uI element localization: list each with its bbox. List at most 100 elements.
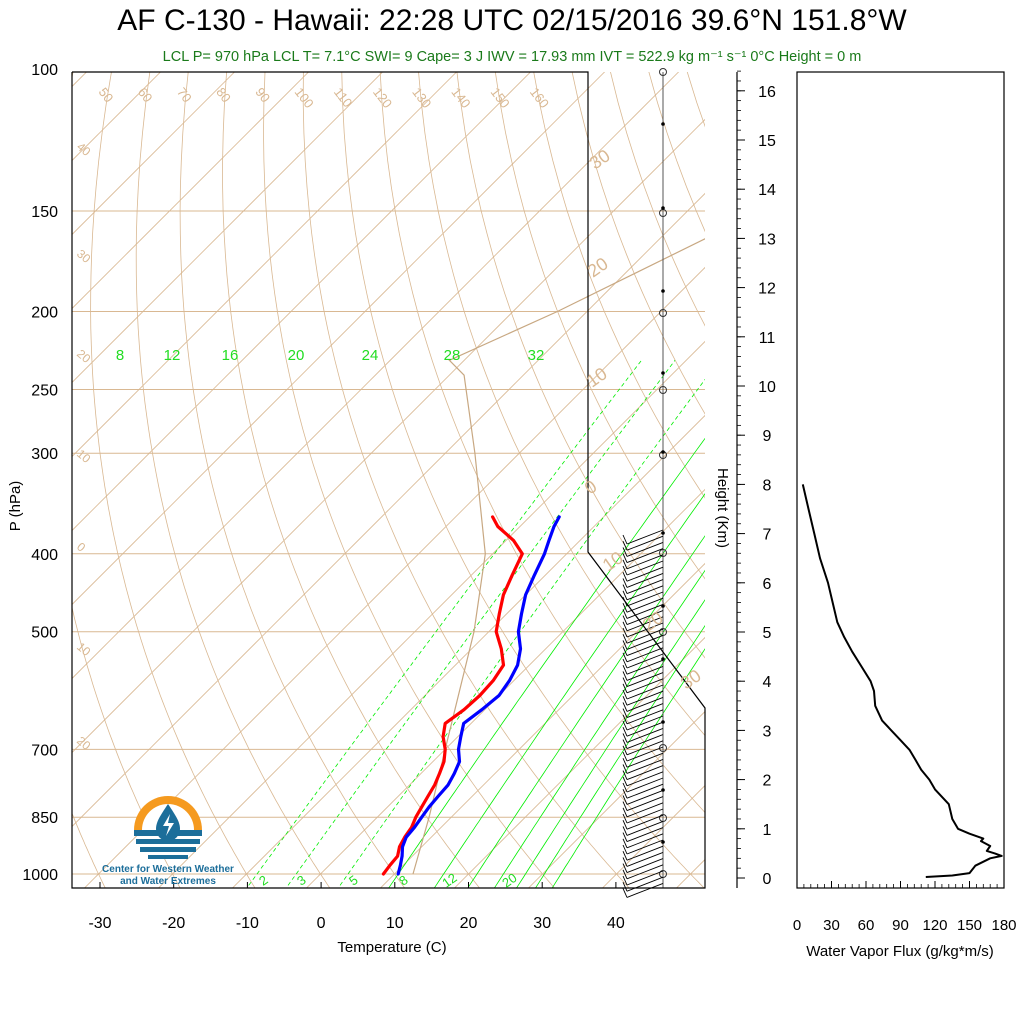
wind-barb — [626, 529, 664, 545]
wind-barb — [626, 777, 664, 793]
isotherm-line — [72, 72, 88, 88]
mixing-ratio-label: 32 — [528, 347, 545, 364]
wind-barb-flag — [622, 708, 628, 718]
isotherm-line — [72, 72, 680, 680]
isotherm-label: 130 — [409, 85, 434, 111]
wind-barb — [626, 802, 664, 818]
wind-barb-flag — [622, 627, 628, 638]
height-tick-label: 6 — [763, 576, 772, 593]
height-tick-label: 1 — [763, 822, 772, 839]
isotherm-label: 110 — [331, 85, 356, 111]
isotherm-label: 120 — [370, 85, 395, 111]
wind-barb-flag — [622, 851, 628, 861]
wind-barb-flag — [622, 863, 628, 873]
dry-adiabat-label: 40 — [74, 140, 93, 160]
x-axis-title: Temperature (C) — [337, 939, 446, 956]
dry-adiabat-line — [801, 69, 1024, 891]
pressure-tick-label: 100 — [31, 62, 58, 79]
wind-barb — [626, 709, 664, 725]
level-dot — [661, 657, 665, 661]
mixing-ratio-line — [246, 360, 642, 888]
mixing-ratio-line — [388, 437, 705, 888]
wind-barb — [626, 734, 664, 750]
dry-adiabat-line — [456, 72, 705, 659]
wind-barb-flag — [622, 826, 628, 836]
mixing-ratio-label: 2 — [256, 872, 271, 888]
wind-barb-flag — [622, 733, 628, 743]
calm-wind-circle — [659, 386, 667, 394]
level-dot — [661, 840, 665, 844]
wind-barb — [626, 740, 664, 756]
mixing-ratio-line — [433, 493, 705, 888]
mixing-ratio-label: 12 — [164, 347, 181, 364]
mixing-ratio-label: 20 — [288, 347, 305, 364]
wind-barb-flag — [622, 751, 628, 762]
dry-adiabat-line — [418, 72, 705, 737]
wind-barb-flag — [622, 727, 628, 737]
wind-barb-flag — [622, 677, 628, 687]
wind-barb-flag — [622, 764, 628, 774]
temperature-tick-label: 40 — [607, 915, 625, 932]
wind-barb-flag — [622, 776, 628, 786]
level-dot — [661, 122, 665, 126]
wind-barb — [626, 789, 664, 805]
level-dot — [661, 720, 665, 724]
dry-adiabat-line — [72, 72, 181, 888]
dry-adiabat-label: 10 — [74, 640, 93, 660]
height-tick-label: 2 — [763, 773, 772, 790]
wind-barb-flag — [622, 789, 628, 799]
height-tick-label: 9 — [763, 428, 772, 445]
wind-barb-flag — [622, 807, 628, 817]
wind-barb — [626, 616, 664, 632]
wind-barb-flag — [622, 813, 628, 824]
dry-adiabat-line — [533, 72, 705, 499]
wind-barb — [626, 603, 664, 619]
height-tick-label: 15 — [758, 133, 776, 150]
chart-title: AF C-130 - Hawaii: 22:28 UTC 02/15/2016 … — [117, 4, 907, 37]
level-dot — [661, 206, 665, 210]
wind-barb — [626, 610, 664, 626]
pressure-tick-label: 200 — [31, 305, 58, 322]
wind-barb-flag — [622, 720, 628, 731]
wind-barb — [626, 876, 664, 892]
dry-adiabat-label: 10 — [74, 447, 93, 467]
wind-barb-flag — [622, 702, 628, 712]
isotherm-line — [72, 72, 532, 532]
wind-barb-flag — [622, 541, 628, 551]
wind-barb — [626, 703, 664, 719]
wind-barb — [626, 845, 664, 861]
wind-barb-flag — [622, 665, 628, 675]
calm-wind-circle — [659, 309, 667, 317]
temperature-tick-label: 30 — [533, 915, 551, 932]
mixing-ratio-line — [493, 569, 705, 888]
height-tick-label: 16 — [758, 84, 776, 101]
temperature-tick-label: -30 — [88, 915, 111, 932]
height-tick-label: 5 — [763, 625, 772, 642]
dry-adiabat-line — [0, 69, 32, 891]
wind-barb-flag — [622, 838, 628, 848]
mixing-ratio-label: 20 — [499, 870, 519, 891]
isotherm-line — [379, 562, 705, 888]
chart-subtitle: LCL P= 970 hPa LCL T= 7.1°C SWI= 9 Cape=… — [162, 49, 862, 65]
isotherm-label: 50 — [96, 85, 117, 106]
dry-adiabat-line — [571, 72, 705, 415]
wind-barb — [626, 647, 664, 663]
pressure-tick-label: 1000 — [22, 867, 58, 884]
flux-frame — [796, 71, 1005, 889]
calm-wind-circle — [659, 549, 667, 557]
temperature-tick-label: 0 — [317, 915, 326, 932]
dry-adiabat-label: 0 — [74, 540, 88, 555]
dry-adiabat-line — [878, 69, 1024, 891]
wind-barb — [626, 672, 664, 688]
wind-barb-flag — [622, 795, 628, 805]
pressure-tick-label: 150 — [31, 204, 58, 221]
dry-adiabat-line — [379, 72, 705, 814]
isotherm-line — [747, 69, 1024, 891]
wind-barb-flag — [622, 590, 628, 600]
height-axis-title: Height (Km) — [714, 468, 731, 548]
wind-barb-flag — [622, 547, 628, 557]
wind-barb — [626, 560, 664, 576]
pressure-tick-label: 400 — [31, 547, 58, 564]
mixing-ratio-line — [285, 360, 676, 888]
